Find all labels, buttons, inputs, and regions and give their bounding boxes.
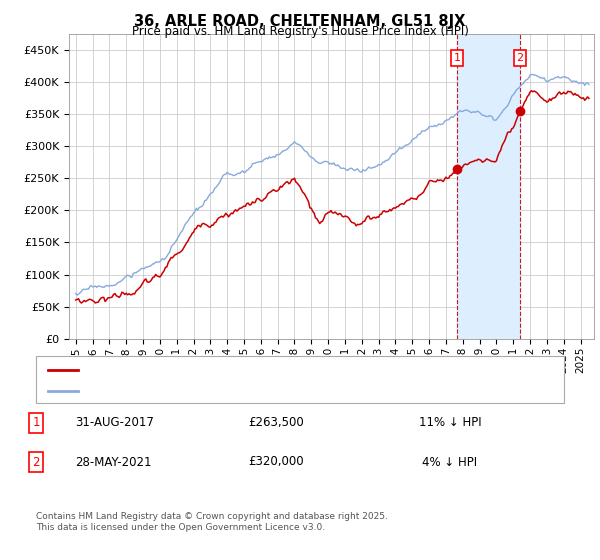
Text: Price paid vs. HM Land Registry's House Price Index (HPI): Price paid vs. HM Land Registry's House … [131,25,469,38]
Text: 1: 1 [454,53,461,63]
Text: 2: 2 [32,455,40,469]
Text: HPI: Average price, semi-detached house, Cheltenham: HPI: Average price, semi-detached house,… [84,386,369,396]
Text: £263,500: £263,500 [248,416,304,430]
Text: 4% ↓ HPI: 4% ↓ HPI [422,455,478,469]
Text: 2: 2 [517,53,524,63]
Bar [457,34,520,339]
Text: 36, ARLE ROAD, CHELTENHAM, GL51 8JX: 36, ARLE ROAD, CHELTENHAM, GL51 8JX [134,14,466,29]
Text: 1: 1 [32,416,40,430]
Text: 31-AUG-2017: 31-AUG-2017 [75,416,154,430]
Text: £320,000: £320,000 [248,455,304,469]
Text: Contains HM Land Registry data © Crown copyright and database right 2025.
This d: Contains HM Land Registry data © Crown c… [36,512,388,532]
Text: 36, ARLE ROAD, CHELTENHAM, GL51 8JX (semi-detached house): 36, ARLE ROAD, CHELTENHAM, GL51 8JX (sem… [84,365,418,375]
Text: 11% ↓ HPI: 11% ↓ HPI [419,416,481,430]
Text: 28-MAY-2021: 28-MAY-2021 [75,455,151,469]
